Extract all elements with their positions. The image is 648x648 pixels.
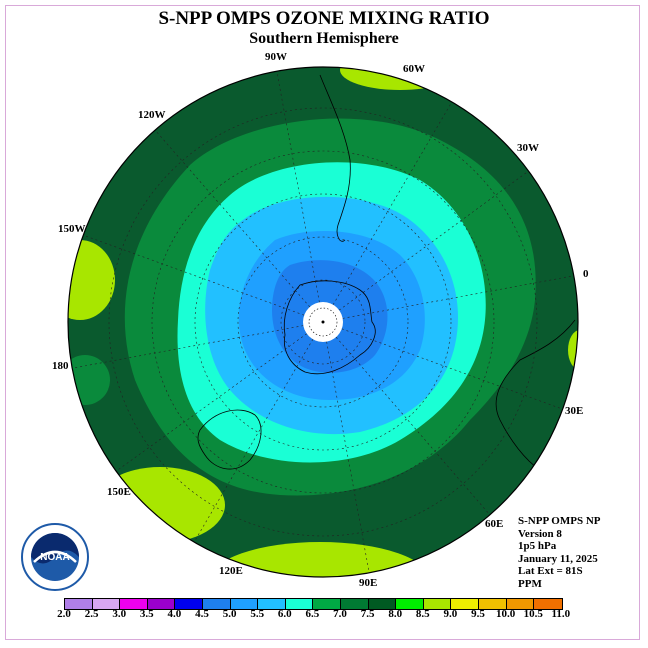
- ozone-region-light-green-east: [568, 330, 578, 370]
- info-line-instrument: S-NPP OMPS NP: [518, 515, 601, 527]
- colorbar-swatch: [534, 599, 562, 609]
- ozone-region-light-green-west: [68, 240, 115, 320]
- info-line-version: Version 8: [518, 527, 562, 540]
- colorbar-tick-label: 7.0: [333, 608, 347, 620]
- map-subtitle: Southern Hemisphere: [249, 30, 399, 47]
- map-title: S-NPP OMPS OZONE MIXING RATIO: [158, 8, 490, 29]
- colorbar-ticks: 2.0 2.5 3.0 3.5 4.0 4.5 5.0 5.5 6.0 6.5 7.0 7.5 8.0 8…: [54, 608, 614, 622]
- ozone-region-light-green-sw: [95, 467, 225, 543]
- lon-label-90e: 90E: [359, 577, 378, 589]
- colorbar-swatch: [92, 599, 121, 609]
- colorbar-tick-label: 10.5: [523, 608, 543, 620]
- pole-point: [321, 320, 325, 324]
- colorbar: [64, 598, 563, 610]
- lon-label-60w: 60W: [403, 63, 425, 75]
- colorbar-swatch: [368, 599, 397, 609]
- noaa-logo: NOAA: [21, 523, 89, 591]
- lon-label-150w: 150W: [58, 223, 86, 235]
- australia-coastline: [197, 409, 262, 470]
- lon-label-60e: 60E: [485, 518, 504, 530]
- antarctica-coastline: [283, 280, 376, 375]
- colorbar-tick-label: 6.0: [277, 608, 292, 620]
- info-line-lat-ext: Lat Ext = 81S: [518, 565, 583, 577]
- colorbar-tick-label: 9.0: [443, 608, 458, 620]
- noaa-logo-text: NOAA: [40, 552, 69, 563]
- figure-frame: [5, 5, 640, 640]
- lon-label-30e: 30E: [565, 405, 584, 417]
- colorbar-swatch: [285, 599, 314, 609]
- colorbar-tick-label: 2.5: [84, 608, 99, 620]
- colorbar-tick-label: 4.0: [167, 608, 182, 620]
- colorbar-tick-label: 10.0: [495, 608, 516, 620]
- latitude-circles: [108, 107, 538, 537]
- colorbar-swatch: [423, 599, 452, 609]
- info-line-units: PPM: [518, 577, 542, 590]
- colorbar-tick-label: 5.5: [250, 608, 265, 620]
- lon-label-150e: 150E: [107, 486, 131, 498]
- ozone-region-light-green-south: [210, 542, 430, 577]
- colorbar-swatch: [65, 599, 93, 609]
- colorbar-tick-label: 9.5: [471, 608, 485, 620]
- colorbar-swatch: [202, 599, 231, 609]
- colorbar-swatch: [451, 599, 479, 609]
- colorbar-swatch: [258, 599, 286, 609]
- colorbar-swatch: [313, 599, 341, 609]
- lon-label-180: 180: [52, 360, 69, 372]
- colorbar-tick-label: 5.0: [222, 608, 237, 620]
- colorbar-swatch: [340, 599, 369, 609]
- colorbar-tick-label: 6.5: [305, 608, 320, 620]
- lon-label-90w: 90W: [265, 51, 287, 63]
- map-border: [67, 66, 579, 578]
- colorbar-swatch: [506, 599, 535, 609]
- lon-label-30w: 30W: [517, 142, 539, 154]
- colorbar-tick-label: 3.0: [112, 608, 127, 620]
- colorbar-tick-label: 2.0: [57, 608, 71, 620]
- colorbar-tick-label: 7.5: [360, 608, 375, 620]
- colorbar-tick-label: 8.5: [415, 608, 430, 620]
- lon-label-0: 0: [583, 268, 589, 280]
- info-line-pressure: 1p5 hPa: [518, 540, 557, 552]
- lon-label-120e: 120E: [219, 565, 243, 577]
- colorbar-swatch: [230, 599, 259, 609]
- colorbar-tick-label: 4.5: [195, 608, 209, 620]
- colorbar-swatch: [478, 599, 507, 609]
- colorbar-tick-label: 11.0: [551, 608, 571, 620]
- colorbar-swatch: [175, 599, 203, 609]
- africa-coastline: [495, 319, 576, 471]
- colorbar-tick-label: 8.0: [388, 608, 403, 620]
- info-line-date: January 11, 2025: [518, 552, 598, 565]
- colorbar-swatch: [396, 599, 424, 609]
- colorbar-swatch: [147, 599, 176, 609]
- meridian-lines: [68, 67, 578, 577]
- lon-label-120w: 120W: [138, 109, 166, 121]
- colorbar-tick-label: 3.5: [139, 608, 154, 620]
- south-america-coastline: [319, 74, 351, 242]
- colorbar-swatch: [120, 599, 148, 609]
- info-block: S-NPP OMPS NP Version 8 1p5 hPa January …: [518, 515, 601, 590]
